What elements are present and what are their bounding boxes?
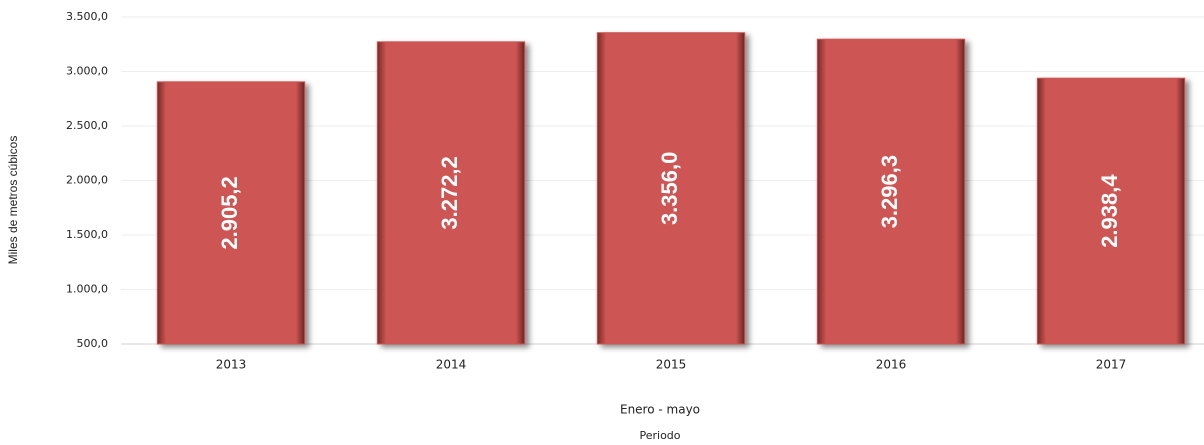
x-tick-label: 2017 (1096, 358, 1127, 372)
bar (1036, 77, 1186, 345)
y-tick-label: 2.500,0 (66, 119, 108, 132)
x-tick-label: 2013 (216, 358, 247, 372)
value-label: 3.296,3 (877, 155, 902, 228)
value-label: 2.938,4 (1097, 174, 1122, 248)
y-tick-label: 1.500,0 (66, 228, 108, 241)
bar (376, 41, 526, 345)
bar (596, 32, 746, 345)
y-tick-label: 3.000,0 (66, 65, 108, 78)
y-tick-label: 2.000,0 (66, 174, 108, 187)
x-tick-label: 2016 (876, 358, 907, 372)
bar (156, 81, 306, 345)
value-label: 2.905,2 (217, 176, 242, 249)
x-axis-label: Periodo (639, 429, 680, 442)
x-tick-label: 2014 (436, 358, 467, 372)
value-label: 3.272,2 (437, 156, 462, 229)
x-tick-label: 2015 (656, 358, 687, 372)
y-tick-label: 500,0 (77, 337, 109, 350)
subtitle: Enero - mayo (620, 403, 700, 417)
y-axis-label: Miles de metros cúbicos (6, 136, 20, 265)
value-label: 3.356,0 (657, 152, 682, 225)
y-tick-label: 1.000,0 (66, 283, 108, 296)
bar (816, 38, 966, 345)
y-tick-label: 3.500,0 (66, 10, 108, 23)
